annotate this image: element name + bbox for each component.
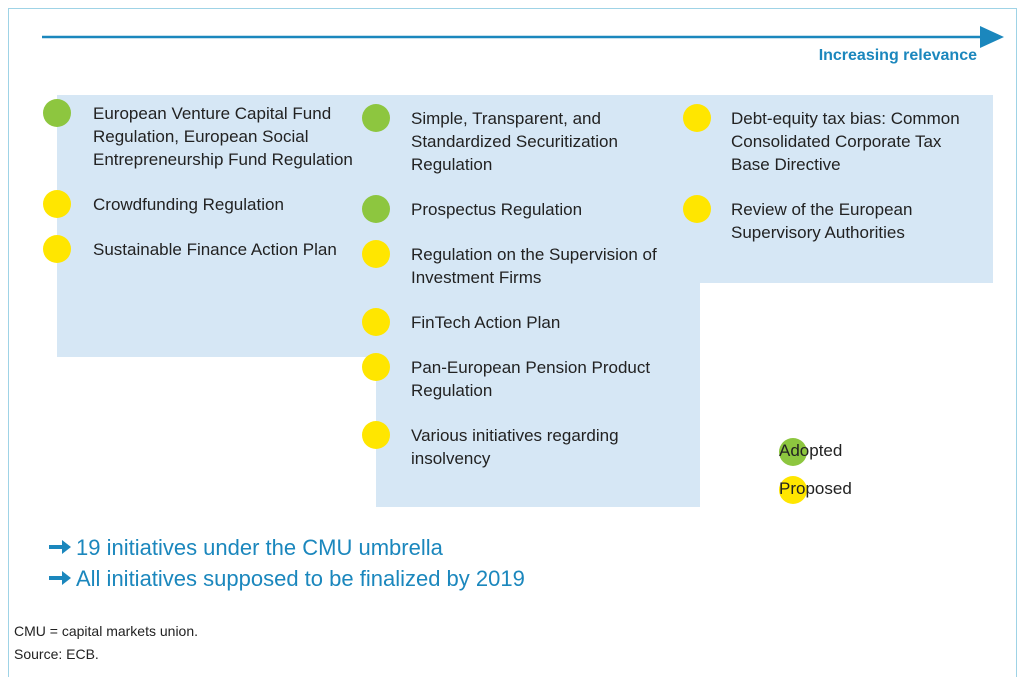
initiative: FinTech Action Plan (362, 308, 671, 336)
initiative-label: Regulation on the Supervision of Investm… (411, 245, 657, 287)
status-dot (362, 240, 390, 268)
status-dot (43, 235, 71, 263)
initiative: Various initiatives regarding insolvency (362, 421, 671, 470)
initiative: Sustainable Finance Action Plan (43, 235, 353, 263)
initiative-label: Pan-European Pension Product Regulation (411, 358, 651, 400)
bullet-text: 19 initiatives under the CMU umbrella (76, 535, 443, 560)
initiative: European Venture Capital Fund Regulation… (43, 99, 353, 171)
initiative-label: European Venture Capital Fund Regulation… (93, 104, 353, 169)
legend-label: Adopted (779, 441, 843, 460)
status-dot (683, 195, 711, 223)
column-box (376, 95, 700, 507)
initiative: Regulation on the Supervision of Investm… (362, 240, 671, 289)
initiative: Simple, Transparent, and Standardized Se… (362, 104, 671, 176)
status-dot (362, 104, 390, 132)
initiative: Prospectus Regulation (362, 195, 671, 223)
legend-dot (779, 438, 807, 466)
column: Simple, Transparent, and Standardized Se… (362, 104, 671, 492)
relevance-arrow (42, 26, 1004, 48)
column-box (57, 95, 381, 357)
legend-dot (779, 476, 807, 504)
initiative-label: Review of the European Supervisory Autho… (731, 200, 913, 242)
initiative-label: Simple, Transparent, and Standardized Se… (411, 109, 618, 174)
arrow-icon (49, 540, 71, 554)
column: European Venture Capital Fund Regulation… (43, 99, 353, 283)
footnote: CMU = capital markets union. (14, 623, 199, 639)
initiative-label: FinTech Action Plan (411, 313, 561, 332)
status-dot (683, 104, 711, 132)
status-dot (43, 99, 71, 127)
status-dot (362, 353, 390, 381)
bullet: 19 initiatives under the CMU umbrella (48, 535, 443, 561)
column-box (697, 95, 993, 283)
initiative-label: Prospectus Regulation (411, 200, 583, 219)
footnote: Source: ECB. (14, 646, 99, 662)
initiative-label: Debt-equity tax bias: Common Consolidate… (731, 109, 960, 174)
status-dot (43, 190, 71, 218)
relevance-label: Increasing relevance (818, 47, 977, 64)
status-dot (362, 421, 390, 449)
initiative-label: Crowdfunding Regulation (93, 195, 284, 214)
initiative: Crowdfunding Regulation (43, 190, 353, 218)
arrow-icon (49, 571, 71, 585)
legend-label: Proposed (779, 479, 852, 498)
status-dot (362, 195, 390, 223)
bullet-text: All initiatives supposed to be finalized… (76, 566, 525, 591)
initiative-label: Various initiatives regarding insolvency (411, 426, 619, 468)
initiative: Debt-equity tax bias: Common Consolidate… (683, 104, 971, 176)
initiative-label: Sustainable Finance Action Plan (93, 240, 337, 259)
frame (8, 8, 1017, 677)
bullet: All initiatives supposed to be finalized… (48, 566, 525, 592)
column: Debt-equity tax bias: Common Consolidate… (683, 104, 971, 266)
initiative: Pan-European Pension Product Regulation (362, 353, 671, 402)
status-dot (362, 308, 390, 336)
initiative: Review of the European Supervisory Autho… (683, 195, 971, 244)
